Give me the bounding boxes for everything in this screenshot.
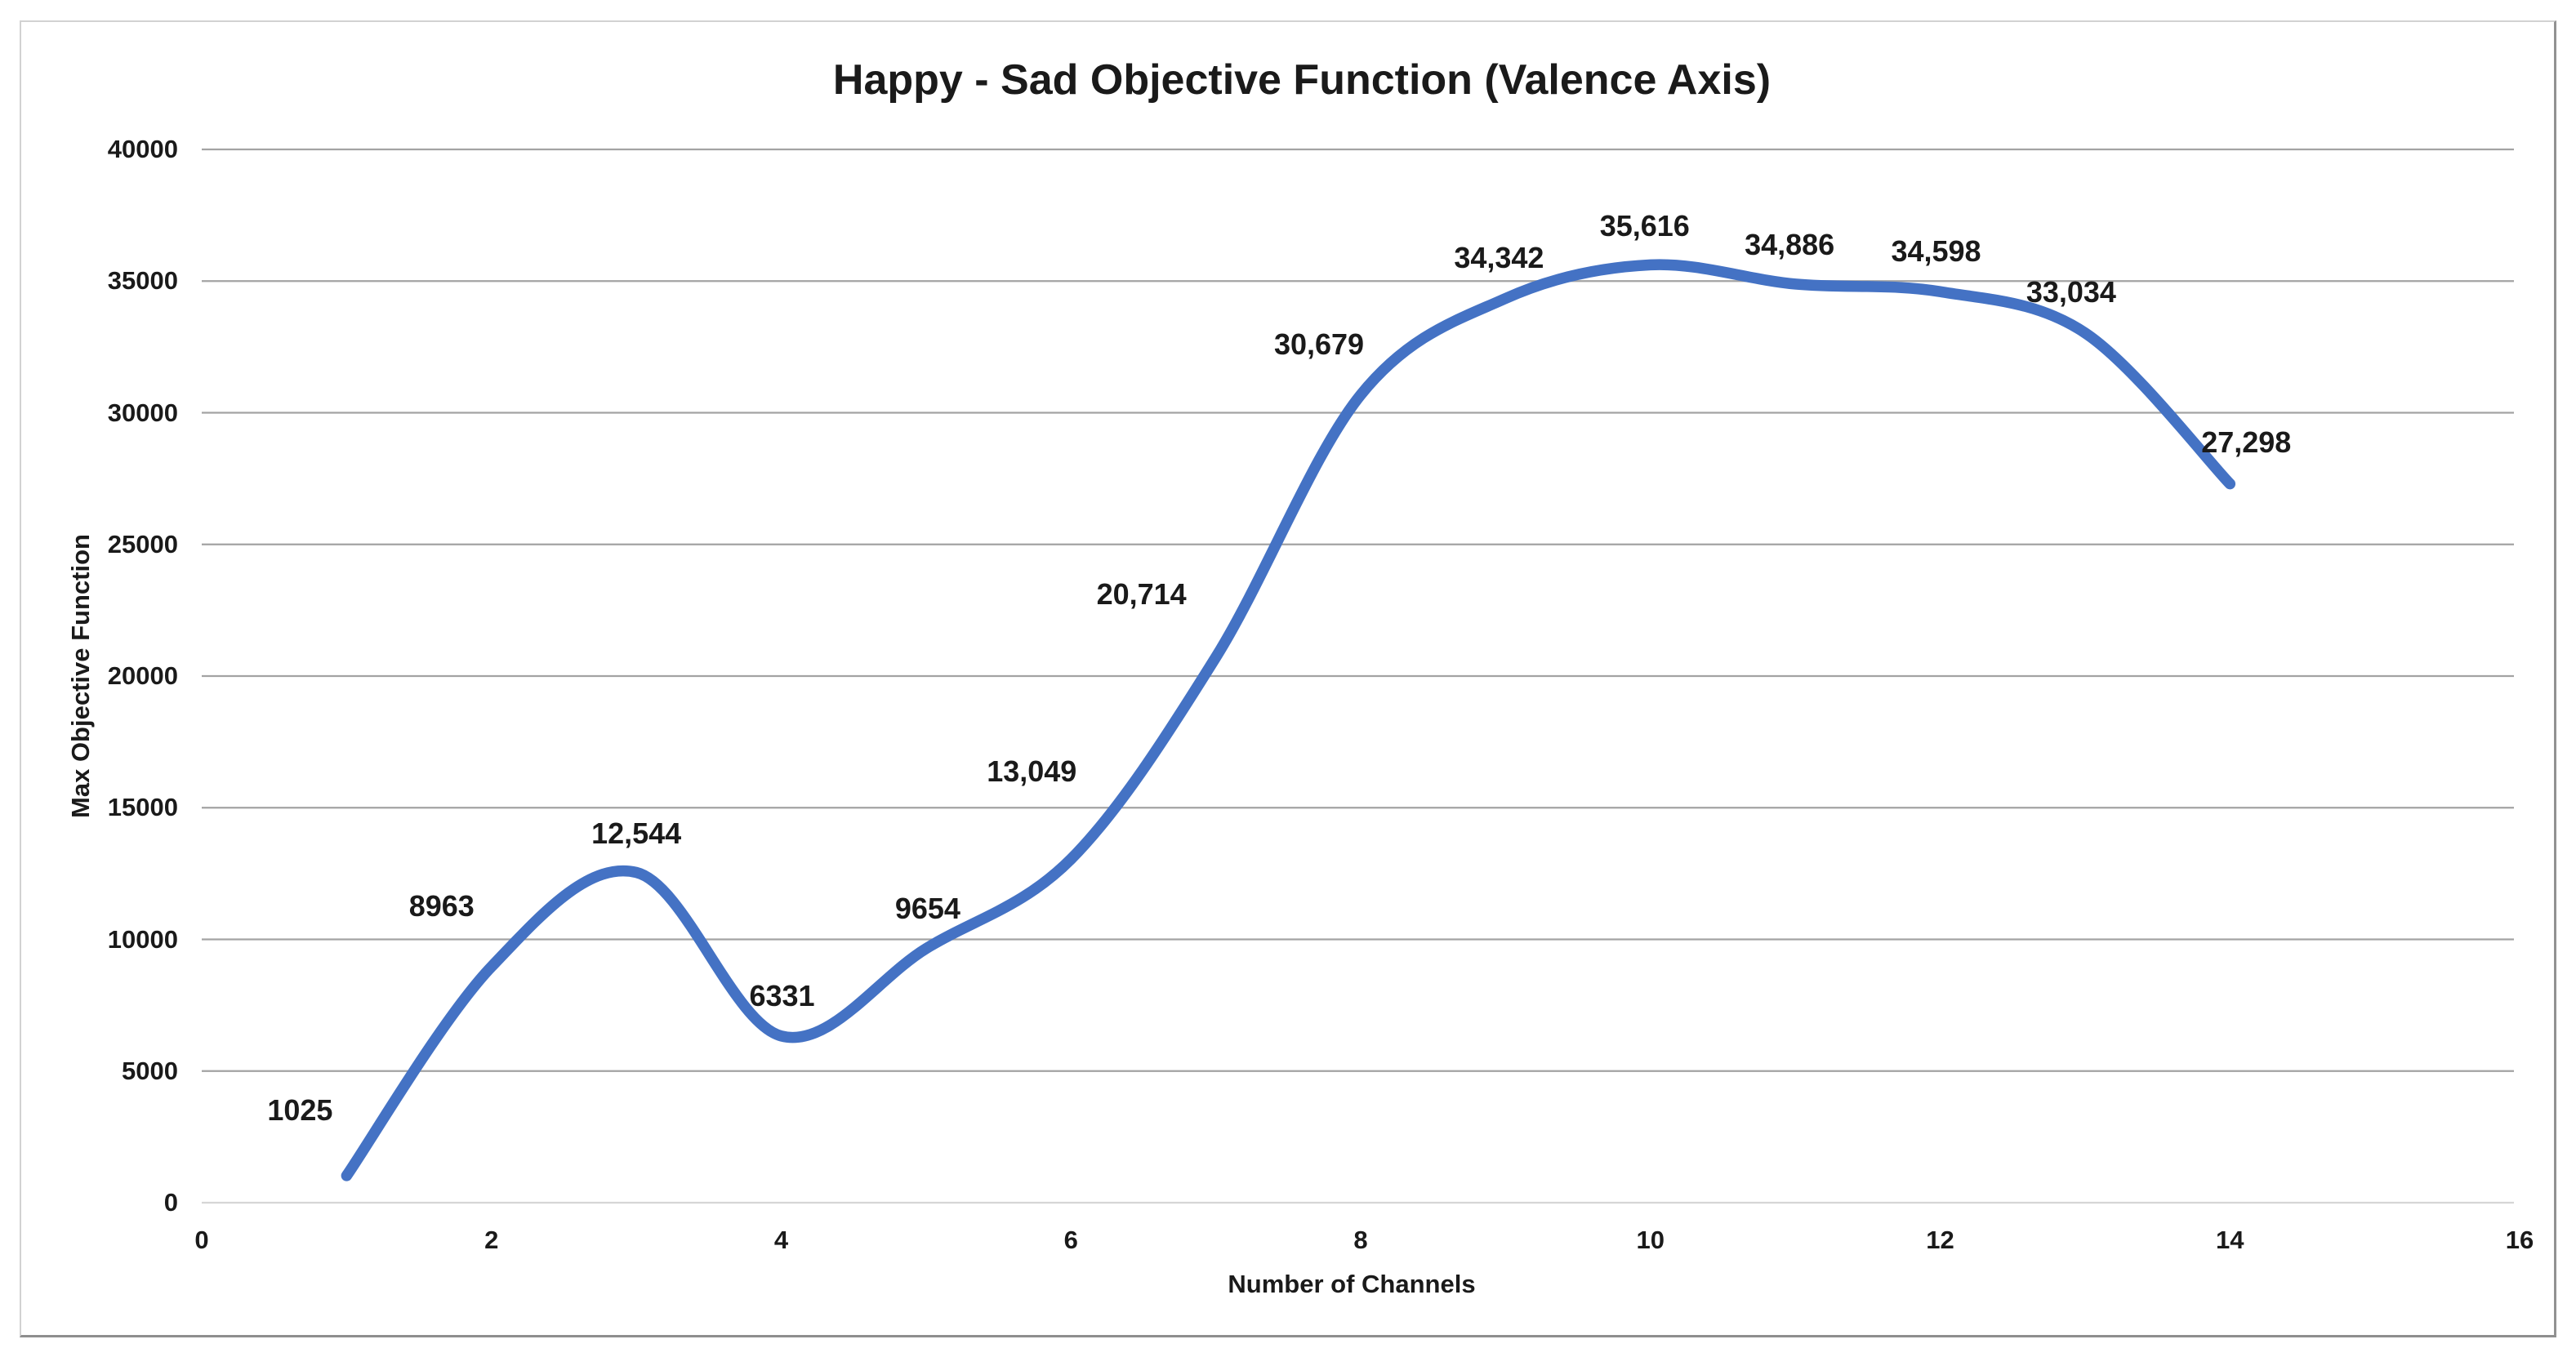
gridlines xyxy=(202,148,2514,1204)
x-tick-label: 2 xyxy=(484,1226,499,1254)
y-tick-label: 25000 xyxy=(107,529,178,558)
data-label: 33,034 xyxy=(2026,274,2116,309)
x-tick-label: 6 xyxy=(1063,1226,1078,1254)
x-tick-label: 4 xyxy=(773,1226,789,1254)
y-tick-label: 30000 xyxy=(107,398,178,427)
x-tick-label: 16 xyxy=(2505,1226,2534,1254)
x-axis-title: Number of Channels xyxy=(1228,1270,1476,1298)
x-tick-label: 10 xyxy=(1636,1226,1665,1254)
chart-border xyxy=(20,20,2556,1337)
series-line xyxy=(341,259,2236,1181)
data-label: 34,886 xyxy=(1745,227,1835,261)
y-tick-label: 0 xyxy=(163,1188,178,1217)
data-label: 13,049 xyxy=(987,754,1077,789)
data-label: 1025 xyxy=(267,1092,333,1127)
x-tick-label: 14 xyxy=(2216,1226,2244,1254)
x-tick-label: 8 xyxy=(1353,1226,1368,1254)
y-tick-label: 20000 xyxy=(107,661,178,690)
x-tick-label: 12 xyxy=(1926,1226,1954,1254)
y-tick-label: 35000 xyxy=(107,266,178,296)
data-label: 20,714 xyxy=(1096,576,1187,611)
data-label: 35,616 xyxy=(1599,209,1690,243)
data-label: 8963 xyxy=(408,888,475,923)
data-label: 34,342 xyxy=(1454,241,1544,275)
chart-title: Happy - Sad Objective Function (Valence … xyxy=(832,56,1772,104)
data-label: 27,298 xyxy=(2201,425,2292,459)
y-tick-label: 40000 xyxy=(107,135,178,163)
y-tick-label: 10000 xyxy=(107,924,178,954)
x-tick-label: 0 xyxy=(194,1226,209,1254)
data-label: 30,679 xyxy=(1273,327,1365,361)
data-label: 9654 xyxy=(894,891,960,925)
data-label: 12,544 xyxy=(591,816,682,851)
data-label: 34,598 xyxy=(1891,234,1981,269)
y-tick-label: 15000 xyxy=(107,793,178,822)
data-label: 6331 xyxy=(749,978,815,1012)
y-tick-label: 5000 xyxy=(122,1056,178,1085)
